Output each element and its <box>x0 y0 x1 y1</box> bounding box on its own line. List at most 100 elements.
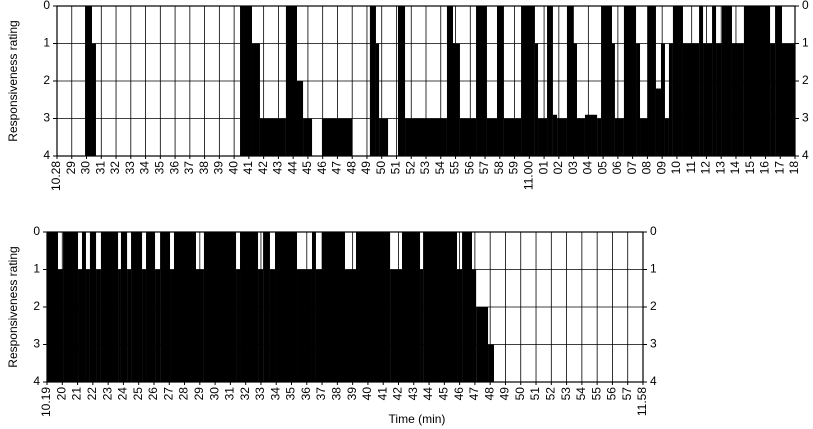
rating-segment <box>534 43 539 156</box>
x-tick-label: 03 <box>566 161 580 175</box>
x-tick-label: 28 <box>177 387 191 401</box>
rating-segment <box>160 232 171 382</box>
x-tick-label: 57 <box>620 387 634 401</box>
rating-segment <box>623 6 637 156</box>
x-tick-label: 11.00 <box>521 161 535 190</box>
x-tick-label: 47 <box>467 387 481 401</box>
x-tick-label: 34 <box>268 387 282 401</box>
y-tick-label: 1 <box>650 262 657 276</box>
x-tick-label: 10.19 <box>39 387 53 417</box>
y-tick-label: 2 <box>33 299 40 313</box>
x-tick-label: 10.28 <box>49 161 63 191</box>
rating-segment <box>566 6 574 156</box>
rating-segment <box>476 307 489 382</box>
x-tick-label: 35 <box>152 161 166 175</box>
rating-segment <box>471 269 477 382</box>
rating-segment <box>782 43 795 156</box>
x-tick-label: 45 <box>300 161 314 175</box>
x-axis-label: Time (min) <box>389 412 446 426</box>
rating-segment <box>453 43 460 156</box>
x-tick-label: 41 <box>375 387 389 401</box>
x-tick-label: 49 <box>359 161 373 175</box>
rating-segment <box>457 269 463 382</box>
rating-segment <box>614 118 624 156</box>
rating-segment <box>647 6 656 156</box>
x-tick-label: 49 <box>498 387 512 401</box>
x-tick-label: 32 <box>108 161 122 175</box>
y-tick-label: 1 <box>33 262 40 276</box>
rating-segment <box>731 43 744 156</box>
rating-segment <box>89 232 97 382</box>
rating-segment <box>672 6 683 156</box>
y-tick-label: 3 <box>33 337 40 351</box>
x-tick-label: 21 <box>70 387 84 401</box>
rating-segment <box>486 118 497 156</box>
rating-segment <box>664 118 669 156</box>
x-tick-label: 37 <box>182 161 196 175</box>
rating-segment <box>459 118 477 156</box>
x-tick-label: 46 <box>452 387 466 401</box>
y-tick-label: 3 <box>802 111 809 125</box>
y-tick-label: 4 <box>802 148 809 162</box>
rating-segment <box>315 269 323 382</box>
x-tick-label: 36 <box>299 387 313 401</box>
rating-segment <box>120 232 128 382</box>
rating-segment <box>203 232 237 382</box>
rating-segment <box>405 118 447 156</box>
rating-segment <box>236 269 241 382</box>
y-tick-label: 3 <box>650 337 657 351</box>
x-tick-label: 33 <box>253 387 267 401</box>
rating-segment <box>142 269 147 382</box>
x-tick-label: 39 <box>212 161 226 175</box>
rating-segment <box>375 43 380 156</box>
x-tick-label: 52 <box>403 161 417 175</box>
rating-segment <box>296 81 304 156</box>
rating-segment <box>503 118 522 156</box>
x-tick-label: 42 <box>391 387 405 401</box>
rating-segment <box>423 232 458 382</box>
x-tick-label: 33 <box>123 161 137 175</box>
x-tick-label: 14 <box>728 161 742 175</box>
rating-segment <box>63 232 79 382</box>
x-tick-label: 10 <box>669 161 683 175</box>
x-tick-label: 34 <box>138 161 152 175</box>
rating-segment <box>131 232 143 382</box>
x-tick-label: 05 <box>595 161 609 175</box>
rating-segment <box>636 43 641 156</box>
x-tick-label: 08 <box>640 161 654 175</box>
rating-segment <box>601 6 612 156</box>
rating-segment <box>770 43 776 156</box>
x-tick-label: 55 <box>448 161 462 175</box>
rating-segment <box>379 118 389 156</box>
x-tick-label: 29 <box>192 387 206 401</box>
x-tick-label: 06 <box>610 161 624 175</box>
rating-segment <box>127 269 132 382</box>
x-tick-label: 27 <box>161 387 175 401</box>
rating-segment <box>640 118 648 156</box>
x-tick-label: 48 <box>344 161 358 175</box>
rating-segment <box>712 6 717 156</box>
rating-segment <box>682 43 700 156</box>
rating-segment <box>303 118 313 156</box>
x-tick-label: 31 <box>93 161 107 175</box>
rating-segment <box>496 6 504 156</box>
x-tick-label: 57 <box>477 161 491 175</box>
x-tick-label: 32 <box>238 387 252 401</box>
x-tick-label: 18 <box>787 161 801 175</box>
rating-segment <box>91 43 96 156</box>
rating-segment <box>576 118 585 156</box>
x-tick-label: 58 <box>492 161 506 175</box>
rating-segment <box>668 43 673 156</box>
rating-segment <box>170 269 174 382</box>
y-tick-label: 4 <box>43 148 50 162</box>
rating-segment <box>269 269 276 382</box>
rating-segment <box>655 88 661 156</box>
rating-segment <box>775 6 783 156</box>
x-tick-label: 51 <box>528 387 542 401</box>
x-tick-label: 31 <box>223 387 237 401</box>
x-tick-label: 50 <box>513 387 527 401</box>
y-tick-label: 2 <box>802 73 809 87</box>
rating-segment <box>47 232 59 382</box>
y-tick-label: 0 <box>650 224 657 238</box>
x-tick-label: 39 <box>345 387 359 401</box>
